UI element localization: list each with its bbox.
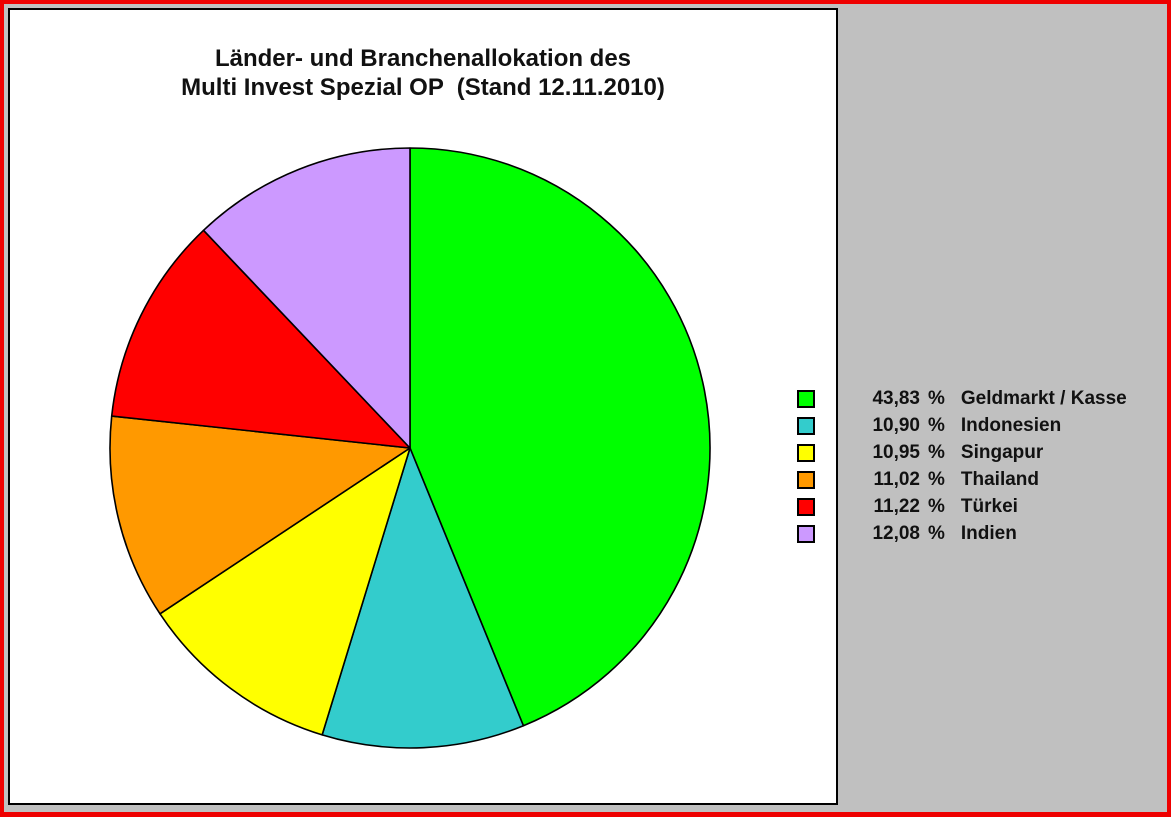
legend-swatch-singapur [797, 443, 815, 462]
legend-swatch-geldmarkt-kasse [797, 389, 815, 408]
pie-slice-geldmarkt-kasse [409, 147, 711, 727]
legend-percent-sign: % [928, 495, 945, 517]
legend-label: Indonesien [960, 414, 1062, 436]
legend-value: 11,22 [873, 495, 921, 517]
legend-value: 10,95 [872, 441, 920, 463]
legend-value: 11,02 [873, 468, 921, 490]
legend-percent-sign: % [928, 414, 945, 436]
chart-title-line-1: Länder- und Branchenallokation des [214, 45, 632, 72]
legend-row-geldmarkt-kasse: 43,83 % Geldmarkt / Kasse [797, 385, 1127, 412]
gray-background: Länder- und Branchenallokation des Multi… [4, 4, 1167, 812]
legend-row-singapur: 10,95 % Singapur [797, 439, 1127, 466]
pie-slice-indonesien [321, 447, 525, 749]
legend-value: 12,08 [872, 522, 920, 544]
legend-row-t-rkei: 11,22 % Türkei [797, 493, 1127, 520]
legend-percent-sign: % [928, 522, 945, 544]
legend-swatch-indien [797, 524, 815, 543]
legend-percent-sign: % [928, 387, 945, 409]
chart-title: Länder- und Branchenallokation des Multi… [10, 44, 836, 102]
legend: 43,83 % Geldmarkt / Kasse 10,90 % Indone… [797, 385, 1127, 547]
pie-slice-singapur [159, 447, 411, 736]
legend-percent-sign: % [928, 468, 945, 490]
legend-label: Indien [960, 522, 1017, 544]
legend-value: 10,90 [872, 414, 920, 436]
legend-swatch-thailand [797, 470, 815, 489]
legend-row-indien: 12,08 % Indien [797, 520, 1127, 547]
chart-title-line-2: Multi Invest Spezial OP (Stand 12.11.201… [181, 74, 665, 101]
legend-swatch-indonesien [797, 416, 815, 435]
pie-slice-thailand [109, 415, 411, 615]
legend-label: Thailand [960, 468, 1040, 490]
pie-chart [109, 147, 711, 749]
legend-label: Türkei [960, 495, 1018, 517]
legend-percent-sign: % [928, 441, 945, 463]
legend-row-thailand: 11,02 % Thailand [797, 466, 1127, 493]
legend-value: 43,83 [872, 387, 920, 409]
legend-row-indonesien: 10,90 % Indonesien [797, 412, 1127, 439]
legend-swatch-t-rkei [797, 497, 815, 516]
legend-label: Singapur [960, 441, 1044, 463]
pie-slice-t-rkei [110, 229, 411, 449]
legend-label: Geldmarkt / Kasse [960, 387, 1127, 409]
pie-slice-indien [202, 147, 411, 449]
